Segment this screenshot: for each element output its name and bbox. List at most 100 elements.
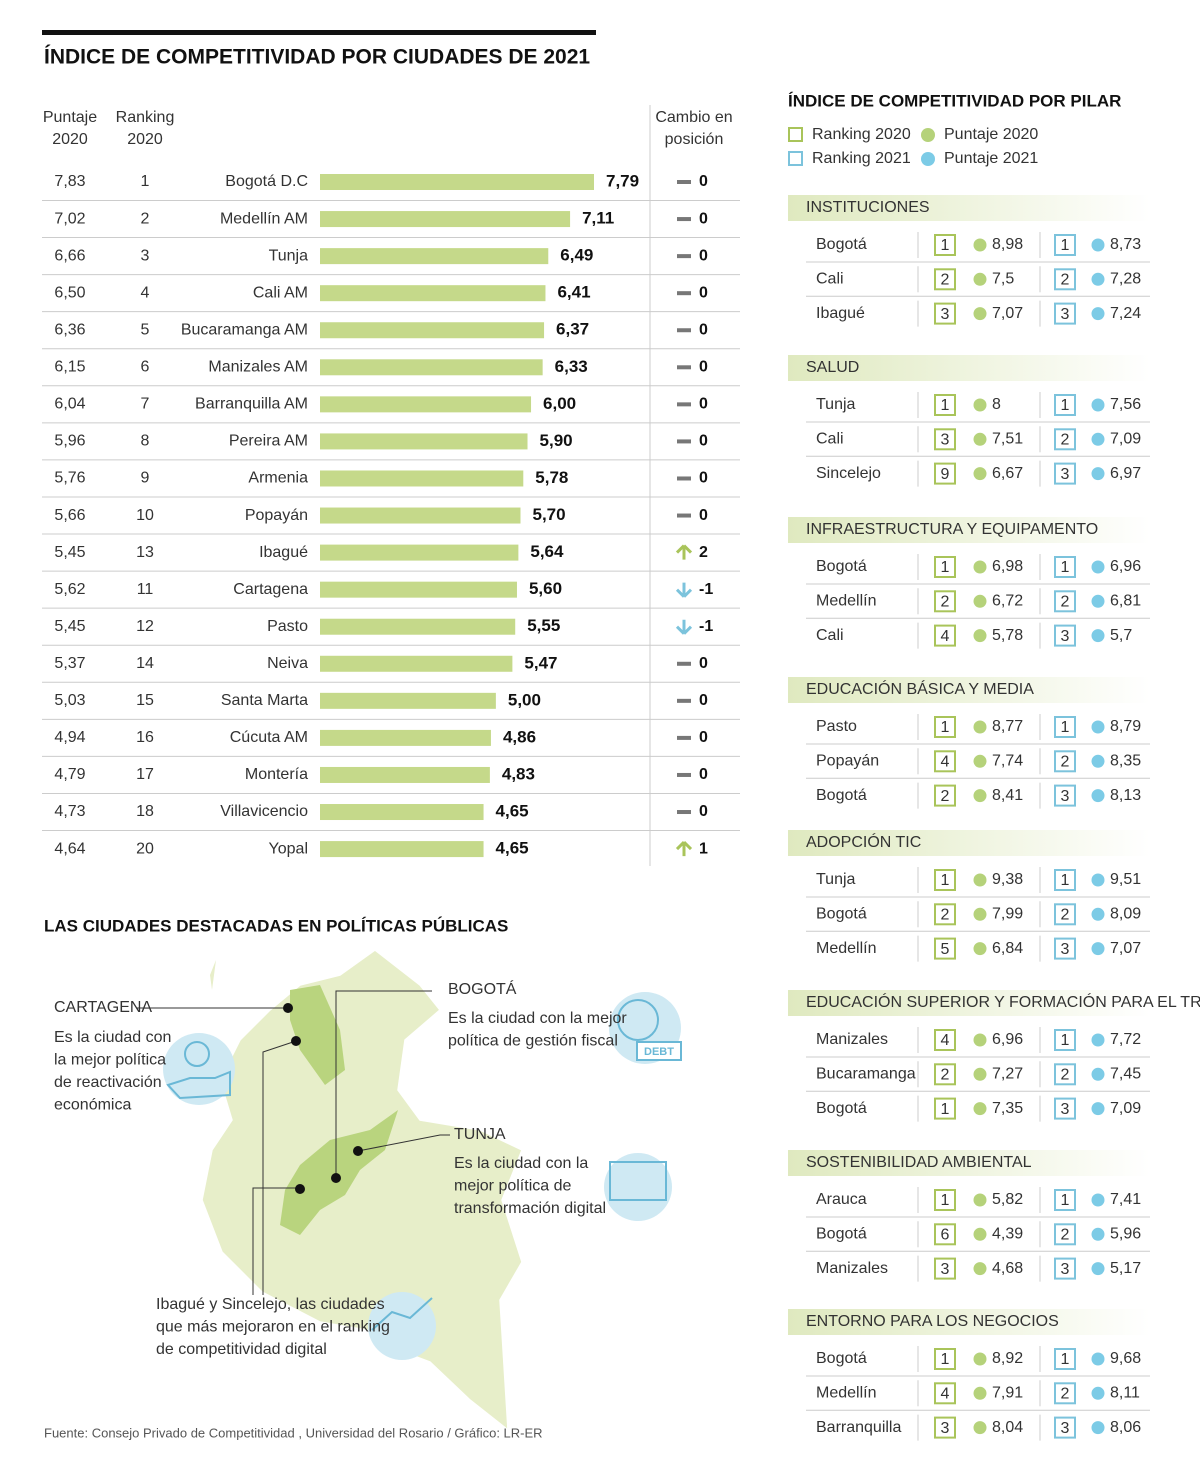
change: 0 [699, 766, 708, 783]
rank-box-2020 [934, 462, 956, 485]
bar [320, 433, 528, 450]
no-change [677, 476, 691, 481]
score-dot-2020 [973, 398, 987, 412]
no-change [677, 513, 691, 518]
pillar-city: Ibagué [816, 305, 865, 322]
no-change [677, 291, 691, 296]
rank-2021: 3 [1061, 306, 1070, 323]
value-label: 6,33 [555, 357, 588, 376]
legend-label: Ranking 2020 [812, 126, 911, 143]
score-dot-2020 [973, 560, 987, 574]
ranking-2020: 17 [136, 766, 154, 783]
rank-box-2020 [934, 1416, 956, 1439]
score-2021: 8,06 [1110, 1419, 1141, 1436]
score-dot-2020 [973, 754, 987, 768]
no-change [677, 772, 691, 777]
pillar-name: SALUD [806, 359, 859, 376]
no-change [677, 698, 691, 703]
pillar-name: INFRAESTRUCTURA Y EQUIPAMENTO [806, 521, 1098, 538]
score-dot-2020 [973, 1352, 987, 1366]
no-change [677, 439, 691, 444]
rank-box-2021 [1054, 590, 1076, 613]
map-title: LAS CIUDADES DESTACADAS EN POLÍTICAS PÚB… [44, 916, 508, 935]
value-label: 5,70 [532, 505, 565, 524]
map-note: mejor política de [454, 1178, 571, 1195]
rank-2021: 1 [1061, 1351, 1070, 1368]
ranking-2020: 11 [137, 581, 154, 598]
change: 2 [699, 544, 708, 561]
rank-box-2020 [934, 716, 956, 738]
rank-box-2020 [934, 903, 956, 926]
rank-box-2020 [934, 750, 956, 773]
island [210, 960, 216, 990]
rank-box-2020 [934, 784, 956, 807]
city: Cartagena [233, 581, 308, 598]
no-change [677, 328, 691, 333]
column-header: 2020 [52, 131, 88, 148]
score-2021: 8,73 [1110, 236, 1141, 253]
value-label: 4,86 [503, 727, 536, 746]
no-change [677, 180, 691, 184]
rank-2020: 1 [941, 237, 950, 254]
rank-box-2020 [934, 428, 956, 451]
city: Manizales AM [208, 359, 308, 376]
score-dot-2021 [1091, 1421, 1105, 1435]
score-2020: 8,77 [992, 718, 1023, 735]
value-label: 6,49 [560, 246, 593, 265]
column-header: Ranking [116, 109, 175, 126]
pillar-city: Bogotá [816, 1100, 867, 1117]
value-label: 5,47 [524, 653, 557, 672]
rank-box-2021 [1054, 1416, 1076, 1439]
rank-2021: 1 [1061, 872, 1070, 889]
pillar-header-band [788, 677, 1150, 703]
column-header: 2020 [127, 131, 163, 148]
city: Cúcuta AM [230, 729, 308, 746]
pillar-city: Bogotá [816, 906, 867, 923]
bar [320, 692, 496, 709]
map-note: de competitividad digital [156, 1341, 327, 1358]
city: Yopal [269, 840, 308, 857]
pillar-city: Arauca [816, 1191, 867, 1208]
change: 0 [699, 396, 708, 413]
legend-label: Puntaje 2020 [944, 126, 1038, 143]
rank-2021: 3 [1061, 1101, 1070, 1118]
score-dot-2021 [1091, 720, 1105, 734]
value-label: 6,37 [556, 320, 589, 339]
value-label: 7,11 [582, 209, 614, 228]
score-2021: 7,09 [1110, 1100, 1141, 1117]
rank-box-2021 [1054, 394, 1076, 416]
rank-2020: 4 [941, 1032, 950, 1049]
rank-2020: 4 [941, 1386, 950, 1403]
score-2020: 6,66 [54, 247, 85, 264]
score-2020: 7,99 [992, 906, 1023, 923]
score-dot-2021 [1091, 560, 1105, 574]
score-2021: 8,79 [1110, 718, 1141, 735]
score-2021: 8,09 [1110, 906, 1141, 923]
score-2021: 9,51 [1110, 871, 1141, 888]
score-2021: 7,07 [1110, 940, 1141, 957]
ranking-2020: 2 [141, 210, 150, 227]
ranking-2020: 16 [136, 729, 154, 746]
city: Popayán [245, 507, 308, 524]
value-label: 5,78 [535, 468, 568, 487]
score-2020: 7,35 [992, 1100, 1023, 1117]
rank-2020: 2 [941, 272, 950, 289]
value-label: 4,65 [496, 839, 529, 858]
score-dot-2021 [1091, 1386, 1105, 1400]
rank-2020: 3 [941, 432, 950, 449]
rank-2021: 1 [1061, 397, 1070, 414]
bar [320, 544, 519, 561]
rank-box-2021 [1054, 750, 1076, 773]
bar [320, 359, 543, 376]
score-2020: 8,04 [992, 1419, 1023, 1436]
leader-lines [136, 990, 450, 1295]
value-label: 7,79 [606, 171, 639, 190]
score-dot-2020 [973, 1193, 987, 1207]
value-label: 5,55 [527, 616, 560, 635]
pillar-city: Bogotá [816, 1226, 867, 1243]
rank-box-2020 [934, 556, 956, 578]
city: Armenia [248, 470, 308, 487]
score-dot-2021 [1091, 942, 1105, 956]
score-dot-2020 [973, 1227, 987, 1241]
